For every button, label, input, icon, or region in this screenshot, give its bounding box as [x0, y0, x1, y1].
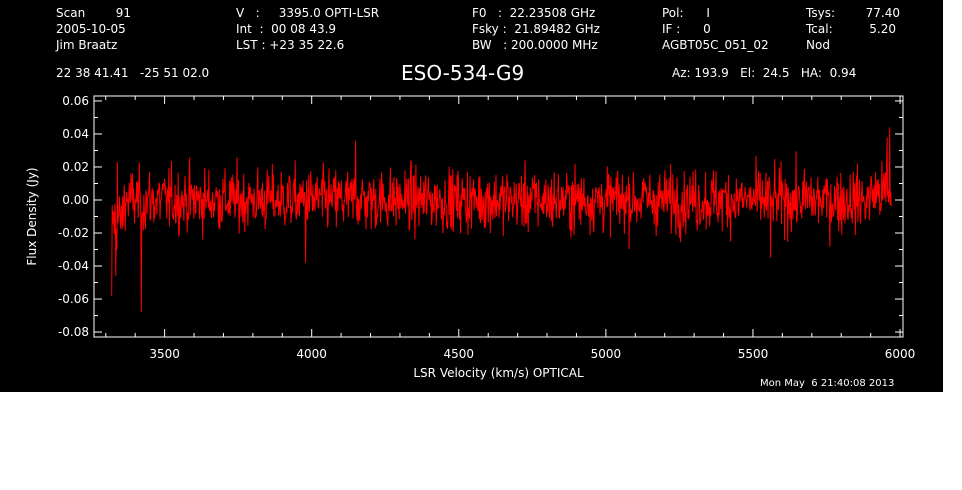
x-tick-label: 5500	[738, 347, 769, 361]
rest-frequency: F0 : 22.23508 GHz	[472, 6, 596, 20]
tcal-label: Tcal:	[806, 22, 833, 36]
source-coordinates: 22 38 41.41 -25 51 02.0	[56, 66, 210, 80]
x-axis-title: LSR Velocity (km/s) OPTICAL	[413, 366, 584, 380]
x-tick-label: 6000	[885, 347, 916, 361]
y-tick-label: -0.04	[58, 259, 89, 273]
series-layer	[111, 127, 892, 313]
integration-time: Int : 00 08 43.9	[236, 22, 337, 36]
scan-number: Scan 91	[56, 6, 131, 20]
tsys-label: Tsys:	[806, 6, 835, 20]
y-tick-label: -0.02	[58, 226, 89, 240]
y-tick-label: 0.04	[62, 127, 89, 141]
pointing-info: Az: 193.9 El: 24.5 HA: 0.94	[672, 66, 857, 80]
sky-frequency: Fsky : 21.89482 GHz	[472, 22, 600, 36]
y-tick-label: 0.02	[62, 160, 89, 174]
velocity-info: V : 3395.0 OPTI-LSR	[236, 6, 380, 20]
lst-info: LST : +23 35 22.6	[236, 38, 345, 52]
spectrum-line	[111, 127, 892, 313]
labels-layer: 3500 4000 4500 5000 5500 6000 -0.08 -0.06 -0.04 -…	[25, 94, 915, 380]
x-tick-label: 5000	[591, 347, 622, 361]
y-axis-title: Flux Density (Jy)	[25, 167, 39, 265]
project-id: AGBT05C_051_02	[662, 38, 769, 52]
polarization: Pol: I	[662, 6, 710, 20]
x-tick-label: 4500	[444, 347, 475, 361]
timestamp: Mon May 6 21:40:08 2013	[760, 378, 895, 389]
axes-layer	[93, 95, 904, 338]
x-tick-label: 3500	[149, 347, 180, 361]
x-tick-label: 4000	[296, 347, 327, 361]
y-tick-label: 0.06	[62, 94, 89, 108]
tsys-value: 77.40	[865, 6, 900, 20]
source-name: ESO-534-G9	[401, 61, 525, 85]
nod-label: Nod	[806, 38, 830, 52]
spectrum-chart: 3500 4000 4500 5000 5500 6000 -0.08 -0.06 -0.04 -…	[25, 94, 915, 380]
if-number: IF : 0	[662, 22, 711, 36]
observation-date: 2005-10-05	[56, 22, 126, 36]
tcal-value: 5.20	[869, 22, 896, 36]
y-tick-label: 0.00	[62, 193, 89, 207]
bandwidth: BW : 200.0000 MHz	[472, 38, 598, 52]
y-tick-label: -0.06	[58, 292, 89, 306]
observer-name: Jim Braatz	[56, 38, 118, 52]
y-tick-label: -0.08	[58, 325, 89, 339]
